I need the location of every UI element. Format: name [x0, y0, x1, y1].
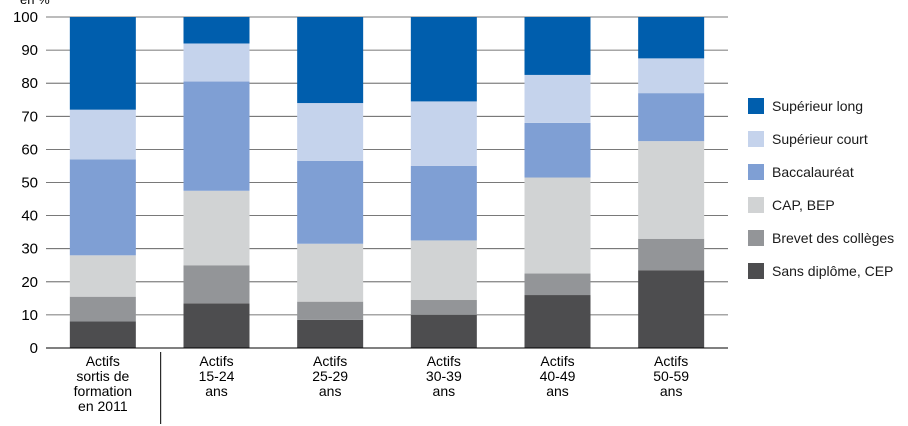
x-tick-label-line: ans [205, 383, 228, 399]
bar-segment [638, 17, 705, 59]
bar-segment [69, 109, 136, 160]
bar-segment [183, 17, 250, 44]
x-tick-label-line: 15-24 [199, 368, 235, 384]
y-axis-label: en % [20, 0, 50, 7]
bar-segment [410, 101, 477, 166]
legend-swatch [748, 131, 764, 147]
bar-segment [524, 177, 591, 274]
legend-item-superieur-court: Supérieur court [748, 129, 894, 149]
bar-segment [524, 74, 591, 123]
bar-segment [183, 190, 250, 266]
x-tick-label-line: ans [433, 383, 456, 399]
x-tick-label: Actifs 15-24 ans [199, 353, 235, 399]
x-tick-label: Actifs 50-59 ans [653, 353, 689, 399]
bar-segment [69, 17, 136, 110]
bar-segment [297, 160, 364, 244]
legend-item-baccalaureat: Baccalauréat [748, 162, 894, 182]
bar-segment [410, 240, 477, 301]
legend-item-brevet: Brevet des collèges [748, 228, 894, 248]
bar-segment [297, 103, 364, 161]
legend-swatch [748, 98, 764, 114]
bar-segment [69, 255, 136, 297]
x-tick-label-line: ans [660, 383, 683, 399]
y-tick-label: 60 [21, 141, 38, 158]
y-tick-label: 10 [21, 307, 38, 324]
bar-segment [69, 159, 136, 256]
x-tick-label-line: Actifs [427, 353, 461, 369]
y-tick-label: 0 [30, 340, 38, 357]
bar-segment [183, 43, 250, 82]
legend-swatch [748, 263, 764, 279]
legend-label: Sans diplôme, CEP [772, 263, 894, 279]
y-tick-label: 40 [21, 208, 38, 225]
legend-label: Brevet des collèges [772, 230, 895, 246]
y-tick-label: 90 [21, 42, 38, 59]
y-tick-label: 50 [21, 175, 38, 192]
bar-segment [410, 17, 477, 102]
legend-item-cap-bep: CAP, BEP [748, 195, 894, 215]
bar-segment [183, 265, 250, 304]
x-tick-label-line: Actifs [86, 353, 120, 369]
chart-legend: Supérieur long Supérieur court Baccalaur… [748, 96, 894, 294]
legend-item-sans-diplome: Sans diplôme, CEP [748, 261, 894, 281]
x-tick-label-line: Actifs [540, 353, 574, 369]
bar-segment [638, 238, 705, 271]
bar-segment [297, 17, 364, 104]
bar-segment [69, 321, 136, 348]
x-tick-label-line: 30-39 [426, 368, 462, 384]
x-tick-label: Actifs 25-29 ans [312, 353, 348, 399]
y-tick-label: 30 [21, 241, 38, 258]
bar-segment [524, 17, 591, 75]
bar-segment [638, 141, 705, 239]
x-tick-label-line: Actifs [313, 353, 347, 369]
x-tick-label-line: en 2011 [78, 398, 128, 414]
x-tick-label-line: sortis de [76, 368, 129, 384]
legend-label: Supérieur court [772, 131, 868, 147]
x-tick-label: Actifs 30-39 ans [426, 353, 462, 399]
bar-segment [410, 165, 477, 241]
y-tick-label: 20 [21, 274, 38, 291]
legend-swatch [748, 230, 764, 246]
bar-segment [410, 314, 477, 348]
y-tick-label: 80 [21, 75, 38, 92]
bar-segment [183, 303, 250, 348]
x-tick-label-line: 40-49 [540, 368, 576, 384]
bar-segment [297, 301, 364, 320]
x-tick-label-line: formation [74, 383, 132, 399]
bar-segment [524, 273, 591, 296]
bar-segment [638, 270, 705, 348]
x-tick-label-line: Actifs [199, 353, 233, 369]
bar-segment [524, 122, 591, 178]
bar-segment [638, 93, 705, 142]
bar-segment [183, 81, 250, 191]
x-tick-label-line: ans [546, 383, 569, 399]
x-tick-label-line: 25-29 [312, 368, 348, 384]
x-tick-label: Actifs sortis de formation en 2011 [74, 353, 132, 414]
legend-swatch [748, 164, 764, 180]
x-tick-label-line: Actifs [654, 353, 688, 369]
y-tick-label: 100 [13, 9, 38, 26]
bar-segment [297, 319, 364, 348]
bar-segment [524, 295, 591, 348]
bar-segment [297, 243, 364, 302]
legend-label: Supérieur long [772, 98, 864, 114]
bar-segment [69, 296, 136, 322]
legend-item-superieur-long: Supérieur long [748, 96, 894, 116]
x-tick-label-line: 50-59 [653, 368, 689, 384]
bar-segment [638, 58, 705, 94]
legend-swatch [748, 197, 764, 213]
legend-label: CAP, BEP [772, 197, 835, 213]
y-tick-label: 70 [21, 108, 38, 125]
x-tick-label-line: ans [319, 383, 342, 399]
bar-segment [410, 300, 477, 315]
x-tick-label: Actifs 40-49 ans [540, 353, 576, 399]
legend-label: Baccalauréat [772, 164, 854, 180]
